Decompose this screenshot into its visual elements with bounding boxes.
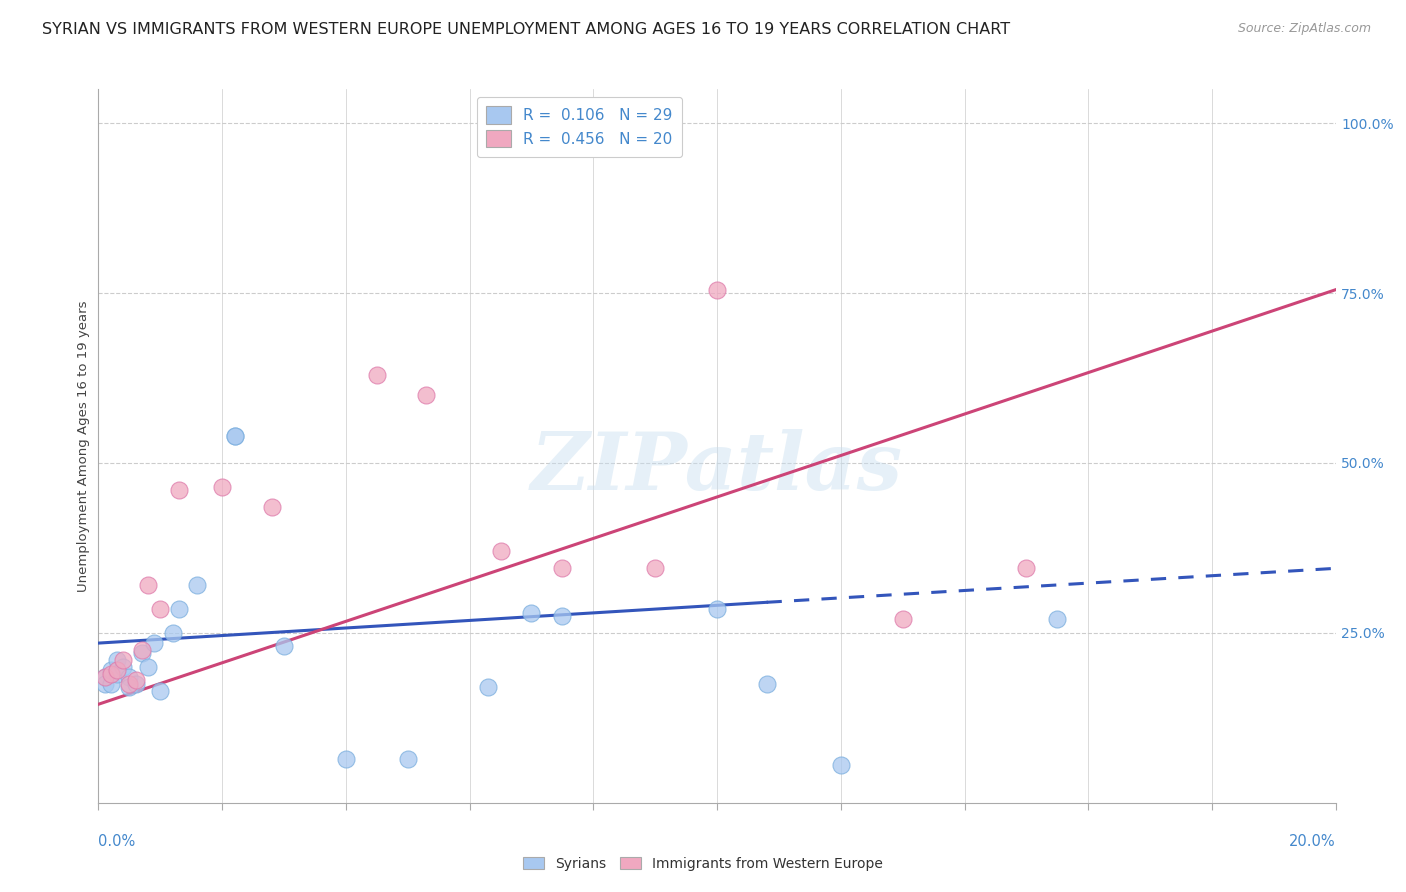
Y-axis label: Unemployment Among Ages 16 to 19 years: Unemployment Among Ages 16 to 19 years: [77, 301, 90, 591]
Point: [118, 677, 141, 691]
Point: [224, 429, 246, 443]
Point: [644, 561, 666, 575]
Point: [149, 683, 172, 698]
Point: [706, 283, 728, 297]
Point: [105, 653, 128, 667]
Point: [105, 663, 128, 677]
Text: SYRIAN VS IMMIGRANTS FROM WESTERN EUROPE UNEMPLOYMENT AMONG AGES 16 TO 19 YEARS : SYRIAN VS IMMIGRANTS FROM WESTERN EUROPE…: [42, 22, 1011, 37]
Point: [100, 663, 122, 677]
Point: [118, 670, 141, 684]
Point: [273, 640, 295, 654]
Point: [100, 677, 122, 691]
Point: [124, 673, 146, 688]
Point: [112, 660, 135, 674]
Point: [335, 751, 357, 765]
Point: [891, 612, 914, 626]
Text: 20.0%: 20.0%: [1289, 834, 1336, 849]
Point: [131, 643, 153, 657]
Legend: R =  0.106   N = 29, R =  0.456   N = 20: R = 0.106 N = 29, R = 0.456 N = 20: [477, 97, 682, 157]
Point: [520, 606, 543, 620]
Point: [1046, 612, 1069, 626]
Point: [396, 751, 419, 765]
Point: [93, 670, 115, 684]
Point: [551, 561, 574, 575]
Point: [167, 602, 190, 616]
Point: [93, 677, 115, 691]
Point: [131, 646, 153, 660]
Point: [162, 626, 184, 640]
Point: [186, 578, 208, 592]
Point: [93, 670, 115, 684]
Point: [105, 666, 128, 681]
Point: [551, 608, 574, 623]
Point: [1015, 561, 1038, 575]
Point: [489, 544, 512, 558]
Point: [260, 500, 283, 515]
Point: [118, 680, 141, 694]
Point: [100, 666, 122, 681]
Point: [167, 483, 190, 498]
Point: [211, 480, 233, 494]
Point: [415, 388, 437, 402]
Legend: Syrians, Immigrants from Western Europe: Syrians, Immigrants from Western Europe: [517, 851, 889, 876]
Point: [136, 660, 159, 674]
Point: [706, 602, 728, 616]
Point: [143, 636, 166, 650]
Point: [136, 578, 159, 592]
Point: [112, 653, 135, 667]
Text: 0.0%: 0.0%: [98, 834, 135, 849]
Point: [124, 677, 146, 691]
Point: [149, 602, 172, 616]
Point: [224, 429, 246, 443]
Text: Source: ZipAtlas.com: Source: ZipAtlas.com: [1237, 22, 1371, 36]
Point: [755, 677, 778, 691]
Point: [366, 368, 388, 382]
Point: [477, 680, 499, 694]
Point: [830, 758, 852, 772]
Text: ZIPatlas: ZIPatlas: [531, 429, 903, 506]
